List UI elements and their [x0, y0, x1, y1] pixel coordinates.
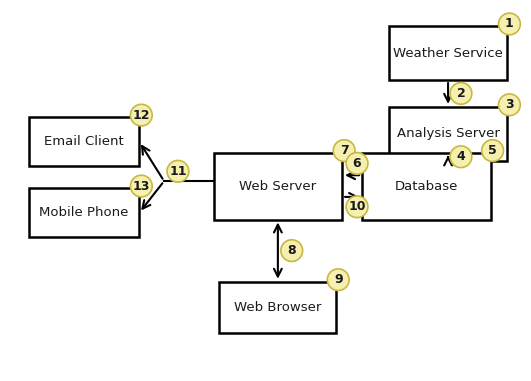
Text: 1: 1	[505, 18, 514, 30]
Text: 4: 4	[457, 150, 465, 163]
Circle shape	[346, 152, 368, 174]
Text: 6: 6	[353, 157, 361, 170]
Text: Analysis Server: Analysis Server	[397, 127, 500, 140]
Circle shape	[450, 146, 472, 168]
Circle shape	[346, 196, 368, 218]
FancyBboxPatch shape	[389, 107, 508, 161]
Text: Web Browser: Web Browser	[234, 301, 322, 314]
FancyBboxPatch shape	[362, 152, 491, 219]
Text: 12: 12	[133, 109, 150, 122]
Circle shape	[482, 140, 503, 162]
FancyBboxPatch shape	[29, 188, 139, 237]
Circle shape	[450, 83, 472, 104]
Text: 9: 9	[334, 273, 342, 286]
Circle shape	[131, 175, 152, 197]
Circle shape	[499, 13, 520, 35]
Text: Database: Database	[395, 179, 458, 192]
Circle shape	[499, 94, 520, 115]
Text: 10: 10	[348, 200, 366, 213]
Text: 7: 7	[340, 144, 348, 157]
FancyBboxPatch shape	[219, 282, 336, 333]
FancyBboxPatch shape	[29, 117, 139, 166]
Circle shape	[167, 160, 189, 182]
Text: Web Server: Web Server	[239, 179, 316, 192]
Text: 11: 11	[169, 165, 187, 178]
Text: 2: 2	[457, 87, 465, 100]
Text: 5: 5	[488, 144, 497, 157]
FancyBboxPatch shape	[389, 26, 508, 80]
Text: Weather Service: Weather Service	[393, 46, 503, 59]
Circle shape	[131, 104, 152, 126]
Text: 8: 8	[287, 244, 296, 257]
Text: Mobile Phone: Mobile Phone	[39, 206, 129, 219]
Text: 3: 3	[505, 98, 513, 111]
Circle shape	[281, 240, 303, 261]
Circle shape	[333, 140, 355, 162]
Circle shape	[327, 269, 349, 291]
Text: Email Client: Email Client	[44, 135, 124, 148]
FancyBboxPatch shape	[213, 152, 342, 219]
Text: 13: 13	[133, 179, 150, 192]
